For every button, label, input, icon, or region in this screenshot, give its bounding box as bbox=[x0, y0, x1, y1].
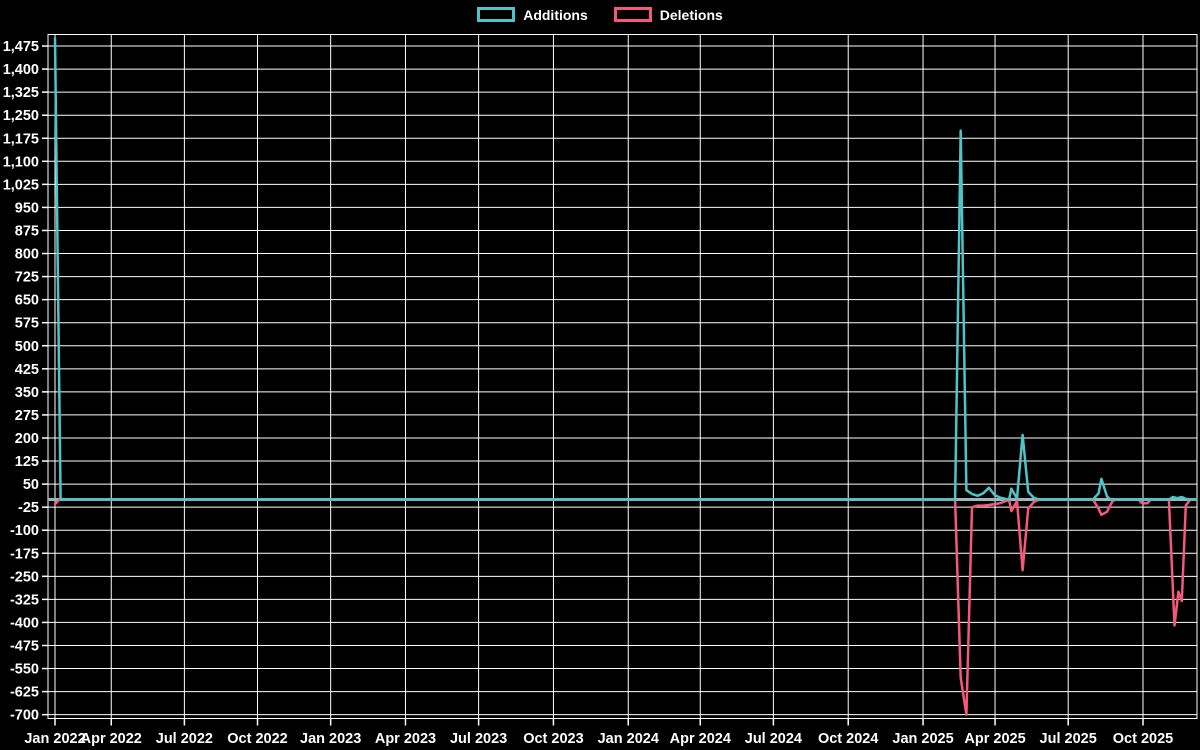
y-axis-tick-label: 950 bbox=[15, 200, 39, 216]
x-axis-tick-label: Jan 2022 bbox=[24, 731, 85, 747]
y-axis-tick-label: 1,100 bbox=[3, 154, 39, 170]
y-axis-tick-label: -325 bbox=[10, 592, 39, 608]
chart-legend: Additions Deletions bbox=[0, 7, 1200, 22]
legend-label-additions: Additions bbox=[523, 6, 588, 23]
y-axis-tick-label: 350 bbox=[15, 385, 39, 401]
x-axis-tick-label: Apr 2022 bbox=[81, 731, 142, 747]
additions-swatch-icon bbox=[477, 7, 516, 22]
y-axis-tick-label: -25 bbox=[18, 500, 39, 516]
y-axis-tick-label: 500 bbox=[15, 339, 39, 355]
y-axis-tick-label: -475 bbox=[10, 638, 39, 654]
plot-border bbox=[47, 34, 1198, 719]
legend-item-deletions[interactable]: Deletions bbox=[613, 6, 723, 23]
y-axis-tick-label: 125 bbox=[15, 454, 39, 470]
y-axis-tick-label: 1,325 bbox=[3, 85, 39, 101]
x-axis-tick-label: Oct 2024 bbox=[818, 731, 878, 747]
y-axis-tick-label: 1,250 bbox=[3, 108, 39, 124]
deletions-line bbox=[53, 498, 1198, 716]
deletions-swatch-icon bbox=[613, 7, 652, 22]
y-axis-tick-label: 1,025 bbox=[3, 177, 39, 193]
x-axis-tick-label: Jul 2023 bbox=[450, 731, 507, 747]
y-axis-tick-label: -100 bbox=[10, 523, 39, 539]
legend-label-deletions: Deletions bbox=[659, 6, 723, 23]
x-axis-tick-label: Oct 2022 bbox=[227, 731, 287, 747]
y-axis-tick-label: 200 bbox=[15, 431, 39, 447]
y-axis-tick-label: 875 bbox=[15, 223, 39, 239]
y-axis-tick-label: 1,400 bbox=[3, 62, 39, 78]
x-axis-tick-label: Oct 2023 bbox=[523, 731, 583, 747]
x-axis-tick-label: Oct 2025 bbox=[1113, 731, 1173, 747]
y-axis-tick-label: 1,175 bbox=[3, 131, 39, 147]
x-axis-tick-label: Jul 2025 bbox=[1040, 731, 1097, 747]
y-axis-tick-label: 1,475 bbox=[3, 39, 39, 55]
x-axis-tick-label: Jan 2023 bbox=[300, 731, 361, 747]
y-axis-tick-label: -550 bbox=[10, 662, 39, 678]
y-axis-tick-label: -700 bbox=[10, 708, 39, 724]
x-axis-tick-label: Jan 2025 bbox=[892, 731, 953, 747]
y-axis-tick-label: -400 bbox=[10, 615, 39, 631]
x-axis-tick-label: Apr 2024 bbox=[670, 731, 731, 747]
x-axis-tick-label: Apr 2023 bbox=[375, 731, 436, 747]
legend-item-additions[interactable]: Additions bbox=[477, 7, 588, 22]
y-axis-tick-label: 275 bbox=[15, 408, 39, 424]
y-axis-tick-label: -625 bbox=[10, 685, 39, 701]
y-axis-tick-label: 725 bbox=[15, 270, 39, 286]
x-axis-tick-label: Jul 2022 bbox=[156, 731, 213, 747]
y-axis-tick-label: -175 bbox=[10, 546, 39, 562]
y-axis-tick-label: 650 bbox=[15, 293, 39, 309]
x-axis-tick-label: Jul 2024 bbox=[745, 731, 802, 747]
y-axis-tick-label: 425 bbox=[15, 362, 39, 378]
y-axis-tick-label: 50 bbox=[23, 477, 39, 493]
y-axis-tick-label: 575 bbox=[15, 316, 39, 332]
additions-line bbox=[53, 37, 1198, 501]
y-axis-tick-label: -250 bbox=[10, 569, 39, 585]
x-axis-tick-label: Jan 2024 bbox=[598, 731, 659, 747]
x-axis-tick-label: Apr 2025 bbox=[964, 731, 1025, 747]
y-axis-tick-label: 800 bbox=[15, 247, 39, 263]
